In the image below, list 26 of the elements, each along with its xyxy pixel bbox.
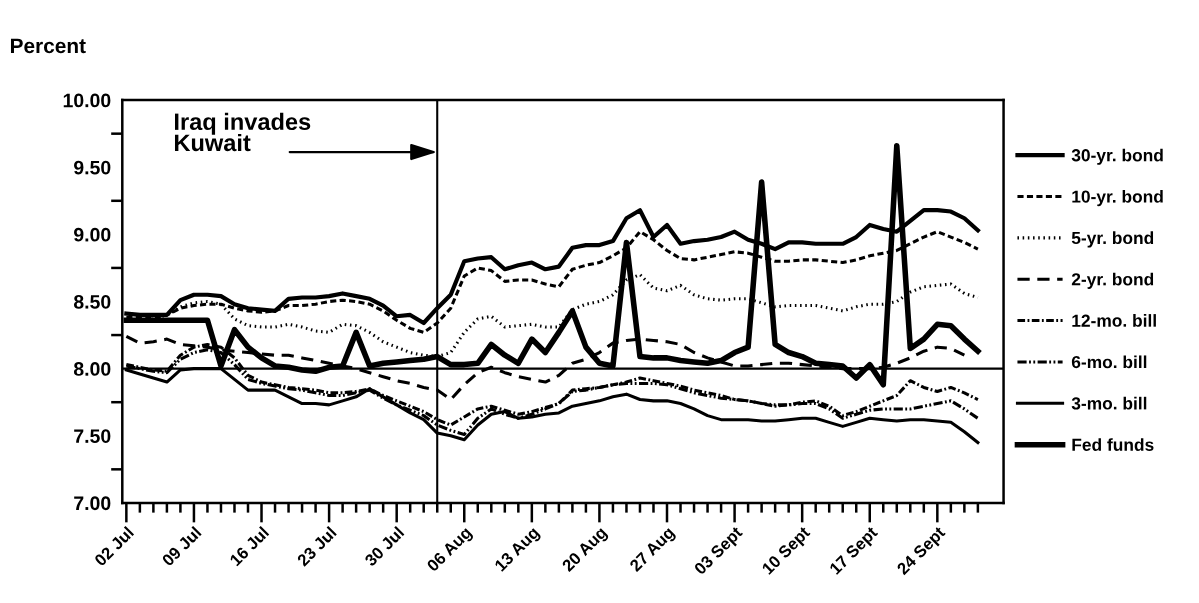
- y-tick-label: 10.00: [63, 93, 111, 108]
- y-tick-label: 8.00: [73, 362, 111, 376]
- y-tick-label: 9.50: [74, 160, 111, 175]
- legend-label: 10-yr. bond: [1072, 190, 1163, 207]
- x-tick-label: 20 Aug: [561, 526, 610, 575]
- x-tick-label: 09 Jul: [160, 525, 202, 567]
- y-tick-label: 9.00: [74, 227, 111, 242]
- legend-label: 3-mo. bill: [1071, 396, 1147, 410]
- x-tick-label: 27 Aug: [628, 526, 678, 575]
- y-tick-label: 7.50: [74, 429, 111, 443]
- legend-label: 2-yr. bond: [1071, 272, 1154, 289]
- x-tick-label: 30 Jul: [363, 525, 405, 567]
- legend-label: 12-mo. bill: [1072, 314, 1156, 327]
- legend-label: 30-yr. bond: [1071, 148, 1163, 165]
- legend-label: 6-mo. bill: [1071, 355, 1147, 369]
- x-tick-label: 13 Aug: [494, 526, 543, 575]
- y-tick-label: 8.50: [73, 294, 111, 309]
- legend-label: Fed funds: [1072, 438, 1154, 451]
- x-tick-label: 16 Jul: [228, 525, 270, 567]
- x-tick-label: 02 Jul: [93, 525, 135, 567]
- x-tick-label: 06 Aug: [426, 526, 475, 575]
- legend-label: 5-yr. bond: [1071, 231, 1154, 248]
- y-axis-title: Percent: [10, 38, 86, 54]
- annotation: Iraq invades Kuwait: [174, 112, 311, 152]
- y-tick-label: 7.00: [74, 496, 111, 511]
- x-tick-label: 23 Jul: [296, 525, 337, 567]
